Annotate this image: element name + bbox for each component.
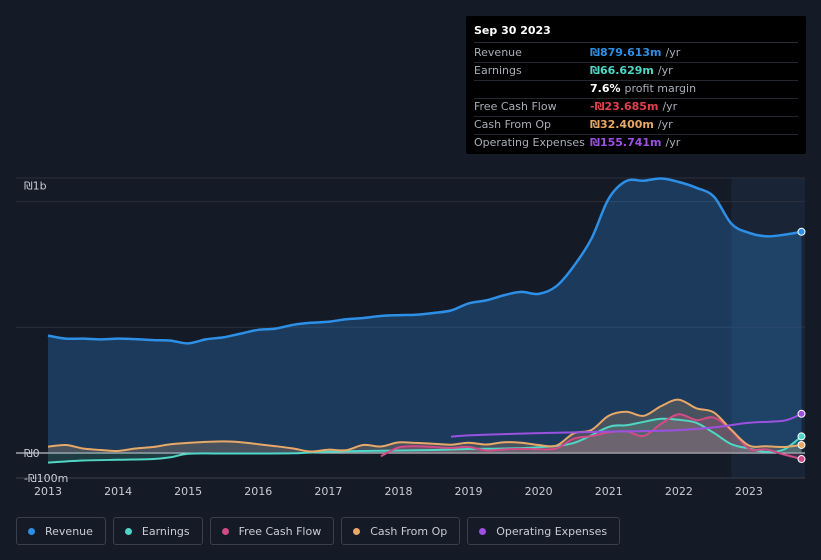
tooltip-label: Revenue [474, 46, 522, 59]
x-tick-label: 2022 [665, 485, 693, 498]
earnings-area [48, 418, 802, 463]
cash-from-op-end-dot [797, 440, 806, 449]
tooltip-label: Earnings [474, 64, 522, 77]
legend-label: Free Cash Flow [238, 524, 322, 538]
tooltip-unit: /yr [662, 100, 678, 113]
legend-label: Earnings [141, 524, 190, 538]
tooltip-row: Revenue ₪879.613m/yr [474, 45, 798, 63]
tooltip-value: -₪23.685m [590, 100, 659, 113]
tooltip-label: Free Cash Flow [474, 100, 557, 113]
cash-from-op-line [47, 398, 802, 453]
tooltip-row: Operating Expenses ₪155.741m/yr [474, 135, 798, 152]
legend-dot-icon [28, 527, 35, 535]
x-tick-label: 2017 [314, 485, 342, 498]
tooltip-row: Free Cash Flow -₪23.685m/yr [474, 99, 798, 117]
tooltip-unit: /yr [657, 64, 673, 77]
legend-label: Operating Expenses [496, 524, 608, 538]
legend-dot-icon [221, 527, 229, 535]
y-axis-label: ₪1b [24, 180, 47, 193]
legend-item-earnings[interactable]: Earnings [112, 517, 203, 545]
tooltip-unit: /yr [665, 46, 681, 59]
x-tick-label: 2014 [104, 485, 132, 498]
legend-item-cash-from-op[interactable]: Cash From Op [341, 517, 461, 545]
tooltip-unit: profit margin [624, 82, 697, 95]
tooltip-value: ₪32.400m [590, 118, 654, 131]
tooltip-value: ₪66.629m [590, 64, 654, 77]
x-tick-label: 2019 [455, 485, 483, 498]
operating-expenses-line [450, 412, 802, 438]
y-axis-label: ₪0 [24, 447, 40, 460]
tooltip-panel: Sep 30 2023 Revenue ₪879.613m/yr Earnings ₪… [466, 16, 806, 154]
x-tick-label: 2016 [244, 485, 272, 498]
x-tick-label: 2023 [735, 485, 763, 498]
tooltip-value: ₪879.613m [590, 46, 662, 59]
legend-dot-icon [124, 527, 132, 535]
free-cash-flow-end-dot [797, 455, 806, 464]
legend-item-operating-expenses[interactable]: Operating Expenses [467, 517, 621, 545]
x-tick-label: 2015 [174, 485, 202, 498]
tooltip-row: Cash From Op ₪32.400m/yr [474, 117, 798, 135]
tooltip-label: Cash From Op [474, 118, 552, 131]
tooltip-label: Operating Expenses [474, 136, 585, 149]
legend-item-revenue[interactable]: Revenue [16, 517, 106, 545]
y-axis-label: -₪100m [24, 472, 68, 485]
y-axis-labels: ₪1b ₪0 -₪100m [24, 180, 68, 486]
x-tick-label: 2020 [525, 485, 553, 498]
series-lines [47, 177, 803, 464]
tooltip-unit: /yr [657, 118, 673, 131]
revenue-end-dot [797, 227, 806, 236]
x-tick-label: 2018 [384, 485, 412, 498]
revenue-line [47, 177, 802, 345]
tooltip-date: Sep 30 2023 [474, 24, 798, 43]
forecast-band [731, 178, 805, 478]
revenue-area [48, 178, 802, 454]
tooltip-label [474, 81, 590, 98]
gridlines [16, 177, 805, 479]
tooltip-row: 7.6% profit margin [474, 81, 798, 99]
tooltip-value: ₪155.741m [590, 136, 662, 149]
tooltip-unit: /yr [665, 136, 681, 149]
x-tick-label: 2013 [34, 485, 62, 498]
cash-from-op-area [48, 399, 802, 453]
x-axis-labels: 2013 2014 2015 2016 2017 2018 2019 2020 2021 2022… [34, 485, 763, 498]
tooltip-value: 7.6% [590, 82, 621, 95]
operating-expenses-end-dot [797, 409, 806, 418]
legend-dot-icon [479, 527, 487, 535]
legend-label: Cash From Op [370, 524, 448, 538]
legend: Revenue Earnings Free Cash Flow Cash From O… [16, 517, 627, 545]
series-end-dots [797, 227, 806, 464]
x-tick-label: 2021 [595, 485, 623, 498]
tooltip-row: Earnings ₪66.629m/yr [474, 63, 798, 81]
legend-label: Revenue [45, 524, 93, 538]
legend-dot-icon [353, 527, 361, 535]
earnings-end-dot [797, 432, 806, 441]
legend-item-free-cash-flow[interactable]: Free Cash Flow [209, 517, 335, 545]
